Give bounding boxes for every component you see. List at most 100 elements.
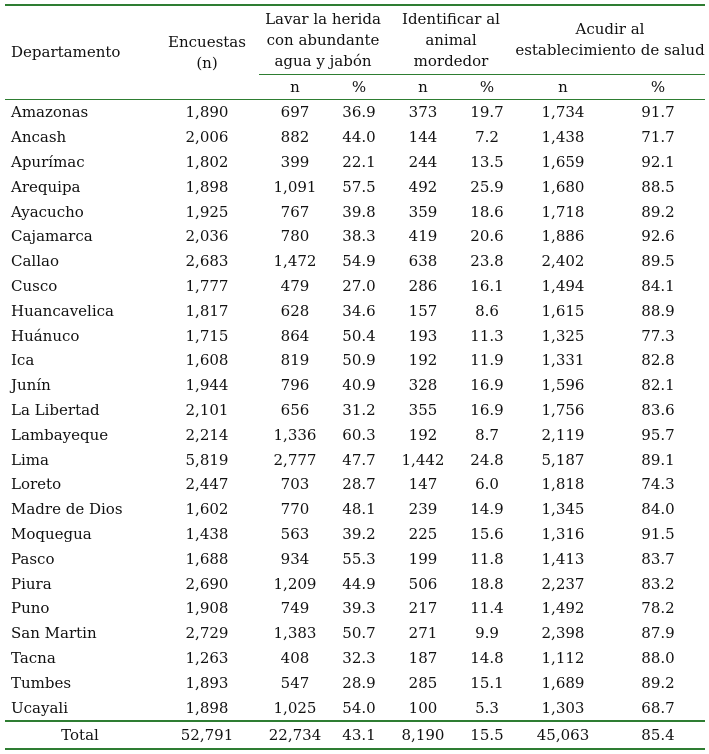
cell-identificar-n: 225 [408, 524, 438, 543]
cell-acudir-n: 2,402 [541, 252, 585, 271]
total-cell: 85.4 [641, 725, 675, 744]
cell-acudir-n: 2,119 [541, 425, 585, 444]
cell-acudir-pct: 89.1 [641, 450, 675, 469]
cell-identificar-n: 1,442 [401, 450, 445, 469]
cell-lavar-pct: 44.0 [342, 128, 376, 147]
cell-lavar-pct: 34.6 [342, 301, 376, 320]
cell-acudir-pct: 91.5 [641, 524, 675, 543]
cell-lavar-n: 479 [280, 276, 310, 295]
cell-lavar-n: 1,209 [273, 574, 317, 593]
cell-lavar-pct: 48.1 [342, 500, 376, 519]
cell-acudir-pct: 88.0 [641, 648, 675, 667]
cell-acudir-n: 1,325 [541, 326, 585, 345]
cell-acudir-pct: 89.2 [641, 673, 675, 692]
cell-lavar-pct: 50.4 [342, 326, 376, 345]
cell-lavar-n: 2,777 [273, 450, 317, 469]
cell-acudir-n: 1,689 [541, 673, 585, 692]
cell-encuestas: 2,036 [185, 227, 229, 246]
table-row: Amazonas 1,890 697 36.9 373 19.7 1,734 91.7 [5, 100, 705, 125]
cell-acudir-pct: 83.7 [641, 549, 675, 568]
cell-identificar-n: 373 [408, 103, 438, 122]
cell-acudir-n: 1,756 [541, 400, 585, 419]
cell-encuestas: 1,438 [185, 524, 229, 543]
cell-encuestas: 1,688 [185, 549, 229, 568]
header-lavar-herida: Lavar la herida con abundante agua y jab… [259, 5, 387, 75]
cell-identificar-pct: 11.4 [470, 599, 504, 618]
cell-identificar-n: 193 [408, 326, 438, 345]
cell-acudir-pct: 95.7 [641, 425, 675, 444]
cell-acudir-pct: 88.9 [641, 301, 675, 320]
cell-departamento: Huánuco [11, 326, 80, 345]
cell-acudir-pct: 89.5 [641, 252, 675, 271]
cell-encuestas: 2,101 [185, 400, 229, 419]
cell-acudir-n: 1,818 [541, 475, 585, 494]
cell-acudir-pct: 74.3 [641, 475, 675, 494]
cell-lavar-n: 656 [280, 400, 310, 419]
cell-lavar-pct: 54.9 [342, 252, 376, 271]
cell-identificar-n: 100 [408, 698, 438, 717]
cell-identificar-pct: 18.8 [470, 574, 504, 593]
table-row: Lambayeque 2,214 1,336 60.3 192 8.7 2,119 95.7 [5, 422, 705, 447]
cell-departamento: Ucayali [11, 698, 68, 717]
cell-acudir-n: 1,718 [541, 202, 585, 221]
cell-identificar-n: 199 [408, 549, 438, 568]
cell-identificar-n: 144 [408, 128, 438, 147]
cell-identificar-n: 157 [408, 301, 438, 320]
cell-acudir-n: 1,413 [541, 549, 585, 568]
table-row: Madre de Dios 1,602 770 48.1 239 14.9 1,345 84.… [5, 497, 705, 522]
cell-departamento: Piura [11, 574, 52, 593]
cell-identificar-n: 492 [408, 177, 438, 196]
cell-lavar-n: 697 [280, 103, 310, 122]
cell-lavar-n: 628 [280, 301, 310, 320]
cell-identificar-pct: 14.9 [470, 500, 504, 519]
cell-lavar-pct: 32.3 [342, 648, 376, 667]
cell-identificar-n: 187 [408, 648, 438, 667]
cell-departamento: Callao [11, 252, 59, 271]
cell-encuestas: 2,729 [185, 624, 229, 643]
cell-departamento: Moquegua [11, 524, 92, 543]
cell-identificar-n: 244 [408, 152, 438, 171]
cell-identificar-n: 355 [408, 400, 438, 419]
cell-departamento: Pasco [11, 549, 55, 568]
cell-identificar-n: 638 [408, 252, 438, 271]
cell-identificar-n: 217 [408, 599, 438, 618]
cell-departamento: Ayacucho [11, 202, 84, 221]
total-cell: 8,190 [401, 725, 445, 744]
cell-departamento: Cajamarca [11, 227, 93, 246]
cell-acudir-pct: 92.1 [641, 152, 675, 171]
table-row: Lima 5,819 2,777 47.7 1,442 24.8 5,187 89.1 [5, 447, 705, 472]
cell-identificar-n: 506 [408, 574, 438, 593]
cell-lavar-pct: 36.9 [342, 103, 376, 122]
cell-lavar-pct: 28.7 [342, 475, 376, 494]
cell-acudir-pct: 78.2 [641, 599, 675, 618]
cell-identificar-n: 285 [408, 673, 438, 692]
cell-identificar-pct: 11.9 [470, 351, 504, 370]
table-row: Ica 1,608 819 50.9 192 11.9 1,331 82.8 [5, 348, 705, 373]
table-row: Ucayali 1,898 1,025 54.0 100 5.3 1,303 68.7 [5, 695, 705, 721]
cell-encuestas: 1,925 [185, 202, 229, 221]
cell-encuestas: 1,817 [185, 301, 229, 320]
cell-lavar-pct: 27.0 [342, 276, 376, 295]
cell-lavar-pct: 50.9 [342, 351, 376, 370]
cell-lavar-pct: 44.9 [342, 574, 376, 593]
cell-lavar-pct: 31.2 [342, 400, 376, 419]
cell-lavar-n: 796 [280, 376, 310, 395]
table-row: Tacna 1,263 408 32.3 187 14.8 1,112 88.0 [5, 646, 705, 671]
cell-encuestas: 1,908 [185, 599, 229, 618]
data-table: Departamento Encuestas (n) Lavar la herid… [5, 4, 705, 750]
cell-acudir-pct: 71.7 [641, 128, 675, 147]
cell-identificar-n: 271 [408, 624, 438, 643]
table-row: Loreto 2,447 703 28.7 147 6.0 1,818 74.3 [5, 472, 705, 497]
cell-lavar-n: 934 [280, 549, 310, 568]
total-cell: 22,734 [268, 725, 322, 744]
cell-departamento: Puno [11, 599, 50, 618]
table-row: San Martin 2,729 1,383 50.7 271 9.9 2,398 87.9 [5, 621, 705, 646]
cell-lavar-n: 408 [280, 648, 310, 667]
table-row: Piura 2,690 1,209 44.9 506 18.8 2,237 83.2 [5, 571, 705, 596]
cell-acudir-n: 1,438 [541, 128, 585, 147]
cell-lavar-n: 819 [280, 351, 310, 370]
cell-encuestas: 2,683 [185, 252, 229, 271]
cell-identificar-n: 192 [408, 425, 438, 444]
cell-departamento: Arequipa [11, 177, 81, 196]
cell-identificar-n: 192 [408, 351, 438, 370]
